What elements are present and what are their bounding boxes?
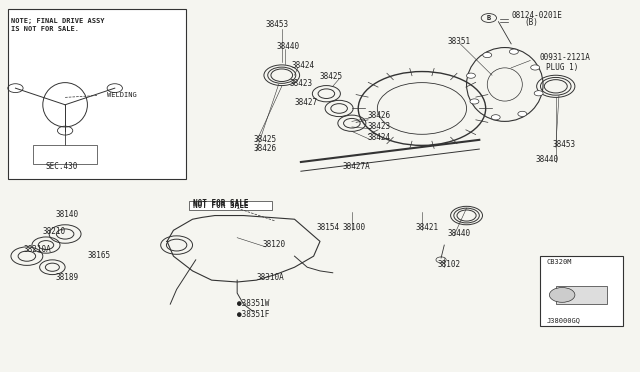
Text: 00931-2121A: 00931-2121A: [540, 54, 591, 62]
Text: 08124-0201E: 08124-0201E: [511, 11, 562, 20]
Text: 38421: 38421: [415, 223, 438, 232]
Text: 38424: 38424: [368, 133, 391, 142]
Text: 38165: 38165: [88, 251, 111, 260]
Text: ●38351W: ●38351W: [237, 299, 269, 308]
Text: 38453: 38453: [266, 20, 289, 29]
Circle shape: [549, 288, 575, 302]
Text: WELDING: WELDING: [106, 92, 136, 98]
Text: ●38351F: ●38351F: [237, 310, 269, 319]
Circle shape: [518, 111, 527, 116]
Text: 38210A: 38210A: [24, 246, 51, 254]
Circle shape: [534, 91, 543, 96]
Text: 38102: 38102: [438, 260, 461, 269]
Text: SEC.430: SEC.430: [46, 163, 78, 171]
Text: 38440: 38440: [536, 155, 559, 164]
Circle shape: [509, 49, 518, 54]
Text: PLUG 1): PLUG 1): [546, 63, 579, 72]
Text: 38440: 38440: [276, 42, 300, 51]
Text: B: B: [487, 15, 491, 21]
FancyBboxPatch shape: [8, 9, 186, 179]
Text: NOTE; FINAL DRIVE ASSY
IS NOT FOR SALE.: NOTE; FINAL DRIVE ASSY IS NOT FOR SALE.: [11, 18, 104, 32]
Text: 38423: 38423: [289, 79, 312, 88]
Text: 38453: 38453: [552, 140, 576, 149]
Text: NOT FOR SALE: NOT FOR SALE: [193, 201, 248, 210]
Text: (B): (B): [524, 18, 538, 28]
Text: 38140: 38140: [56, 211, 79, 219]
Circle shape: [483, 52, 492, 58]
Text: 38310A: 38310A: [256, 273, 284, 282]
Text: 38427A: 38427A: [342, 163, 370, 171]
Text: J38000GQ: J38000GQ: [546, 318, 580, 324]
Text: 38425: 38425: [320, 72, 343, 81]
Text: 38351: 38351: [447, 37, 470, 46]
FancyBboxPatch shape: [33, 145, 97, 164]
FancyBboxPatch shape: [556, 286, 607, 304]
Text: CB320M: CB320M: [546, 259, 572, 264]
Text: 38189: 38189: [56, 273, 79, 282]
Text: 38154: 38154: [317, 223, 340, 232]
Circle shape: [531, 65, 540, 70]
Text: 38120: 38120: [262, 240, 286, 249]
Text: 38424: 38424: [291, 61, 314, 70]
Text: 38100: 38100: [342, 223, 365, 232]
Circle shape: [492, 115, 500, 120]
FancyBboxPatch shape: [189, 201, 272, 210]
Circle shape: [470, 99, 479, 104]
Circle shape: [467, 73, 476, 78]
Text: NOT FOR SALE: NOT FOR SALE: [193, 199, 248, 208]
Text: 38426: 38426: [253, 144, 276, 153]
Text: 38426: 38426: [368, 111, 391, 120]
Text: 38210: 38210: [43, 227, 66, 236]
Text: 38440: 38440: [447, 229, 470, 238]
Text: 38427: 38427: [294, 98, 317, 107]
FancyBboxPatch shape: [540, 256, 623, 326]
Text: 38423: 38423: [368, 122, 391, 131]
Text: 38425: 38425: [253, 135, 276, 144]
